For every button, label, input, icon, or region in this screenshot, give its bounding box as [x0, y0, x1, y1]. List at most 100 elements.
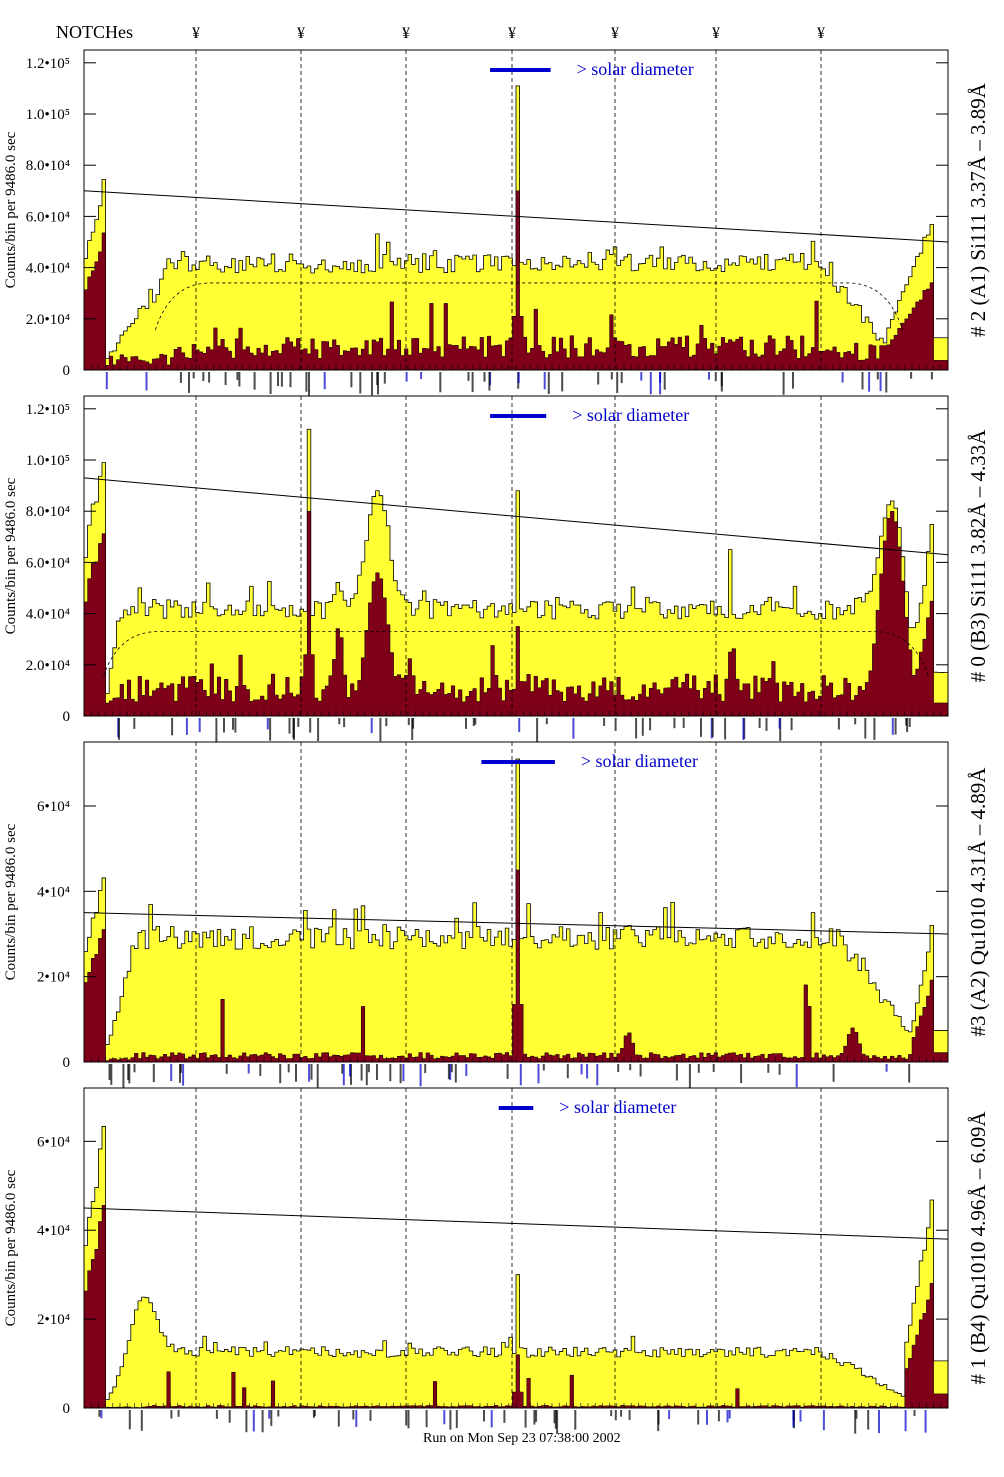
y-tick-label: 0	[63, 1401, 71, 1417]
line-id-mark	[614, 1410, 617, 1421]
line-id-mark	[343, 718, 346, 728]
solar-diameter-label: > solar diameter	[559, 1097, 676, 1117]
line-id-mark	[779, 718, 782, 741]
line-id-mark	[724, 718, 727, 740]
line-id-mark	[483, 1410, 485, 1422]
notches-title: NOTCHes	[56, 22, 133, 42]
line-id-mark	[341, 1064, 344, 1074]
line-id-mark	[822, 1410, 825, 1431]
line-id-mark	[506, 1064, 509, 1079]
line-id-mark	[198, 718, 201, 733]
line-id-mark	[628, 1410, 631, 1420]
line-id-mark	[188, 372, 190, 393]
line-id-mark	[450, 1064, 453, 1073]
line-id-mark	[108, 1064, 111, 1080]
line-id-mark	[711, 718, 714, 738]
line-id-mark	[610, 372, 613, 380]
line-id-mark	[597, 372, 600, 385]
line-id-mark	[323, 372, 326, 390]
line-id-mark	[405, 372, 408, 382]
line-id-mark	[488, 372, 491, 391]
line-id-mark	[799, 1410, 802, 1422]
y-axis-label: Counts/bin per 9486.0 sec	[3, 477, 19, 634]
line-id-mark	[379, 718, 382, 742]
line-id-mark	[545, 718, 548, 725]
y-axis-label: Counts/bin per 9486.0 sec	[3, 131, 19, 288]
notch-marker: ¥	[817, 25, 825, 42]
line-id-mark	[620, 372, 623, 384]
panel-3: > solar diameter 0 2•10⁴ 4•10⁴ 6•10⁴ Counts/b…	[3, 741, 990, 1088]
line-id-mark	[908, 718, 911, 727]
line-id-mark	[360, 1064, 363, 1081]
line-id-mark	[876, 372, 879, 380]
line-id-mark	[367, 1064, 370, 1073]
y-tick-label: 4.0•10⁴	[26, 261, 70, 277]
line-id-mark	[795, 1064, 798, 1088]
line-id-mark	[376, 372, 379, 385]
line-id-mark	[185, 718, 188, 735]
line-id-mark	[310, 1064, 313, 1080]
line-id-mark	[305, 372, 308, 392]
line-id-mark	[566, 1064, 569, 1079]
line-id-mark	[350, 372, 353, 388]
line-id-mark	[885, 372, 888, 393]
line-id-mark	[792, 1410, 795, 1428]
line-id-mark	[891, 718, 894, 735]
line-id-mark	[673, 718, 676, 729]
line-id-mark	[616, 372, 619, 393]
line-id-mark	[215, 1410, 218, 1419]
line-id-mark	[668, 1410, 671, 1419]
solar-diameter-label: > solar diameter	[577, 59, 694, 79]
line-id-mark	[105, 372, 108, 390]
line-id-mark	[179, 1064, 181, 1083]
line-id-mark	[269, 718, 272, 741]
line-id-mark	[572, 718, 575, 739]
notch-markers: ¥ ¥ ¥ ¥ ¥ ¥ ¥	[192, 25, 825, 42]
line-id-mark	[517, 372, 520, 383]
line-id-mark	[455, 1410, 458, 1428]
line-id-mark	[288, 718, 291, 734]
line-id-mark	[537, 1064, 540, 1084]
line-id-mark	[553, 1410, 556, 1424]
line-id-mark	[247, 1064, 250, 1074]
solar-diameter-label: > solar diameter	[581, 751, 698, 771]
line-id-mark	[837, 718, 840, 730]
line-id-mark	[389, 1064, 392, 1082]
line-id-mark	[639, 1064, 642, 1077]
line-id-mark	[100, 1410, 103, 1419]
line-id-mark	[182, 1064, 185, 1086]
line-id-mark	[586, 1064, 589, 1079]
line-id-mark	[355, 1410, 358, 1427]
line-id-mark	[317, 718, 320, 741]
y-tick-label: 1.2•10⁵	[26, 402, 70, 418]
y-axis-label: Counts/bin per 9486.0 sec	[3, 823, 19, 980]
line-id-mark	[454, 1064, 457, 1083]
line-id-mark	[259, 1064, 262, 1076]
y-tick-label: 2•10⁴	[37, 1312, 70, 1328]
panels: > solar diameter 0 2.0•10⁴ 4.0•10⁴ 6.0•10⁴ 8.…	[3, 49, 990, 1434]
line-id-mark	[864, 718, 867, 739]
line-id-mark	[561, 372, 564, 392]
line-id-mark	[253, 372, 256, 390]
y-tick-label: 2•10⁴	[37, 970, 70, 986]
line-id-mark	[128, 1064, 131, 1084]
line-id-mark	[268, 1410, 271, 1419]
line-id-mark	[359, 372, 362, 394]
line-id-mark	[712, 1064, 715, 1072]
line-id-mark	[170, 1064, 173, 1081]
line-id-mark	[140, 1410, 143, 1431]
line-id-mark	[238, 372, 241, 387]
line-id-mark	[277, 372, 279, 387]
line-id-mark	[596, 1064, 599, 1086]
line-id-mark	[535, 1410, 538, 1422]
line-id-mark	[905, 718, 908, 726]
line-id-mark	[376, 1064, 378, 1080]
line-id-mark	[171, 718, 174, 736]
line-id-mark	[295, 1064, 297, 1082]
y-tick-label: 1.0•10⁵	[26, 107, 70, 123]
line-id-mark	[629, 1064, 632, 1071]
y-tick-label: 0	[63, 1055, 71, 1071]
line-id-mark	[179, 372, 182, 383]
y-tick-label: 2.0•10⁴	[26, 658, 70, 674]
line-id-mark	[420, 372, 423, 379]
